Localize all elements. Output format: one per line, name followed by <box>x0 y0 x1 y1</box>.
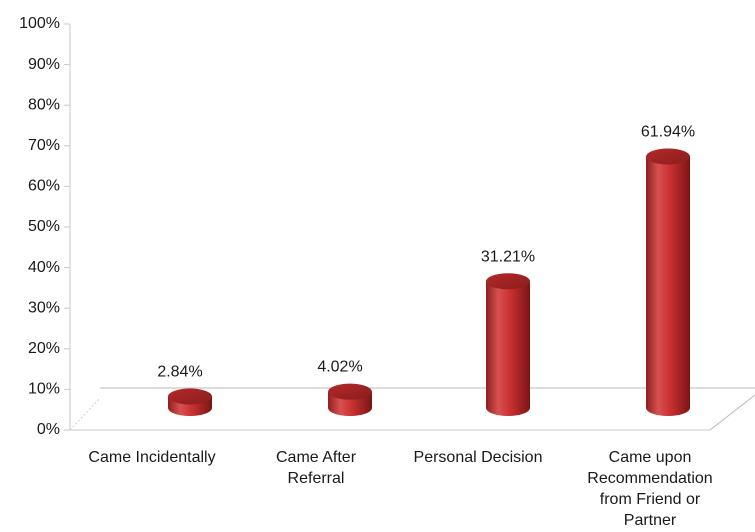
x-category-label: Came After Referral <box>276 449 357 487</box>
bar <box>168 388 212 416</box>
data-label: 2.84% <box>157 363 202 380</box>
data-label: 61.94% <box>641 124 695 141</box>
x-category-label: Personal Decision <box>414 449 543 466</box>
y-tick-label: 40% <box>28 259 60 276</box>
y-tick-label: 100% <box>19 15 60 32</box>
bar-top-cap <box>168 388 212 405</box>
y-tick-label: 70% <box>28 137 60 154</box>
floor-right-edge <box>709 394 755 431</box>
bar-top-cap <box>486 273 530 290</box>
bar <box>646 148 690 416</box>
y-axis-ticks: 0% 10% 20% 30% 40% 50% 60% 70% 80% 90% 100% <box>19 15 70 438</box>
bar <box>486 273 530 416</box>
floor-left-edge <box>69 397 101 431</box>
y-tick-label: 60% <box>28 178 60 195</box>
y-tick-label: 80% <box>28 96 60 113</box>
y-tick-label: 50% <box>28 218 60 235</box>
bar-body <box>646 156 690 416</box>
y-tick-label: 20% <box>28 340 60 357</box>
x-axis-labels: Came Incidentally Came After Referral Perso… <box>88 449 712 529</box>
y-tick-label: 90% <box>28 56 60 73</box>
y-tick-label: 30% <box>28 299 60 316</box>
bar <box>328 383 372 416</box>
x-category-label: Came Incidentally <box>88 449 215 466</box>
bar-top-cap <box>646 148 690 165</box>
data-labels: 2.84% 4.02% 31.21% 61.94% <box>157 124 695 381</box>
bars <box>168 148 690 416</box>
data-label: 4.02% <box>317 359 362 376</box>
bar-top-cap <box>328 383 372 400</box>
y-tick-label: 0% <box>37 421 60 438</box>
bar-body <box>486 281 530 416</box>
y-tick-label: 10% <box>28 381 60 398</box>
data-label: 31.21% <box>481 248 535 265</box>
x-category-label: Came upon Recommendation from Friend or Par… <box>587 449 712 529</box>
